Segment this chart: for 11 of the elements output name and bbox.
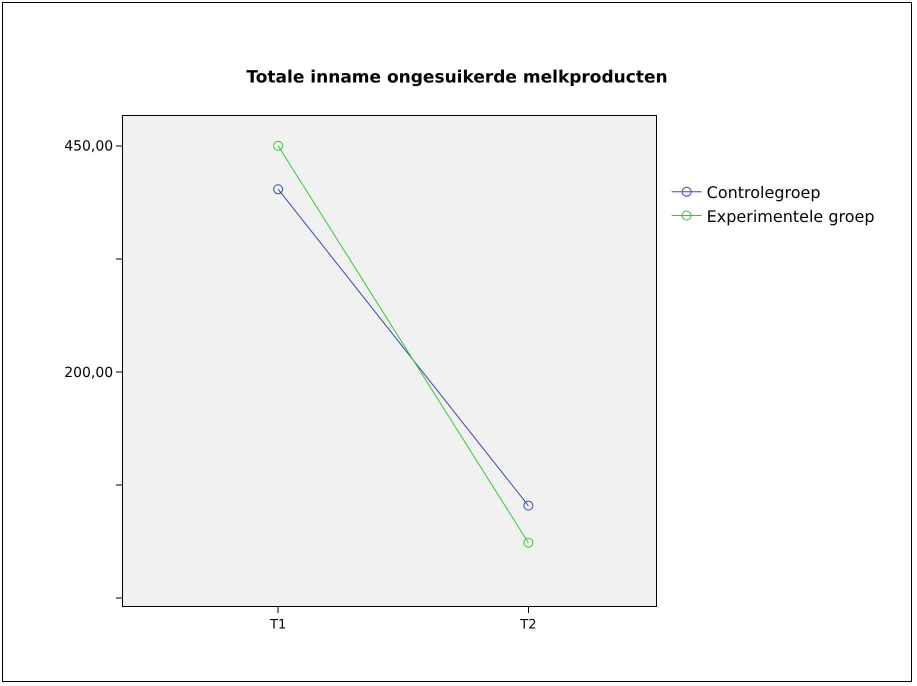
point (273, 184, 284, 194)
point (523, 500, 534, 511)
x-tick-label: T2 (519, 618, 536, 633)
point (273, 140, 284, 151)
y-tick-label: 450,00 (64, 138, 114, 155)
point (523, 538, 534, 548)
legend-label: Controlegroep (706, 182, 821, 202)
y-tick-label: 200,00 (64, 364, 114, 381)
x-tick-label: T1 (269, 618, 286, 633)
chart-title: Totale inname ongesuikerde melkproducten (246, 68, 668, 88)
legend-label: Experimentele groep (706, 206, 875, 226)
